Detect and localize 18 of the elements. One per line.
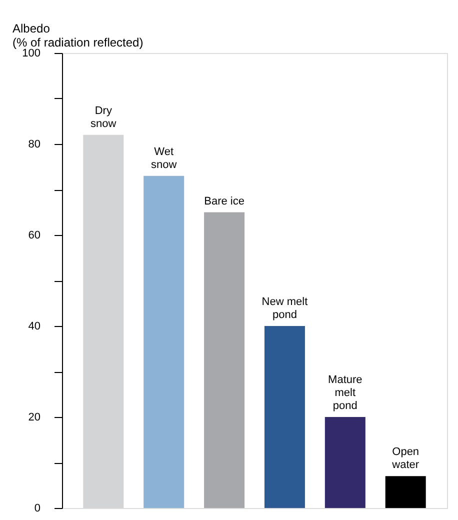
x-tick-label: New melt pond <box>262 296 308 321</box>
bar <box>385 476 426 508</box>
bar <box>264 326 305 508</box>
y-tick-label: 20 <box>28 412 40 424</box>
x-tick-label: Dry snow <box>90 104 116 130</box>
bar <box>144 176 184 508</box>
y-axis-title: Albedo (% of radiation reflected) <box>12 22 144 50</box>
bar <box>324 417 366 508</box>
x-tick-label: Mature melt pond <box>328 374 362 412</box>
y-tick-label: 40 <box>28 320 40 332</box>
y-tick-label: 60 <box>28 230 40 242</box>
x-tick-label: Wet snow <box>150 146 177 171</box>
y-tick-label: 0 <box>34 502 40 514</box>
y-tick-label: 80 <box>28 138 40 150</box>
x-tick-label: Open water <box>391 446 420 472</box>
x-tick-label: Bare ice <box>204 195 244 208</box>
bar <box>204 212 245 508</box>
y-tick-label: 100 <box>22 48 40 60</box>
